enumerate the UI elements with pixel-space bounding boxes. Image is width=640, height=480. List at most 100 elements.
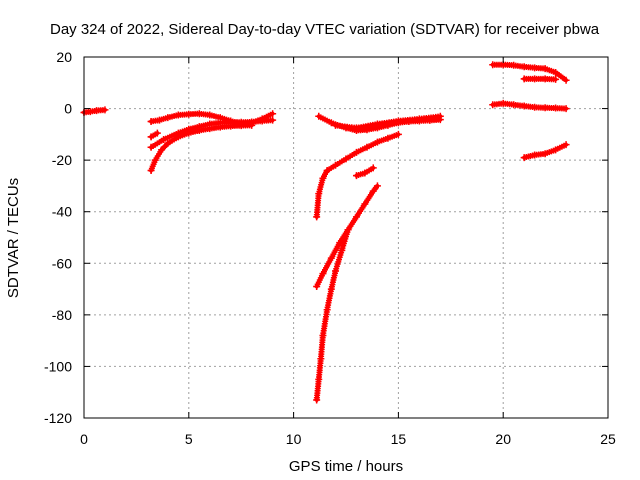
data-point — [174, 129, 182, 137]
plot-frame — [83, 56, 609, 419]
data-point — [552, 104, 560, 112]
data-point — [147, 143, 155, 151]
data-point — [373, 120, 381, 128]
data-point — [541, 104, 549, 112]
data-point — [338, 246, 346, 254]
y-tick-label: -40 — [52, 204, 72, 220]
data-point — [531, 75, 539, 83]
data-point — [436, 112, 444, 120]
grid — [84, 57, 608, 418]
data-point — [562, 105, 570, 113]
data-point — [531, 151, 539, 159]
tick-labels: 0 5 10 15 20 25 -120 -100 -80 -60 -40 -20 0 20 — [44, 49, 616, 447]
data-point — [361, 169, 369, 177]
y-tick-label: -20 — [52, 152, 72, 168]
data-point — [336, 239, 344, 247]
series-group — [80, 61, 570, 404]
data-point — [342, 155, 350, 163]
data-point — [93, 107, 101, 115]
data-point — [315, 375, 323, 383]
data-point — [269, 116, 277, 124]
data-point — [164, 139, 172, 147]
data-point — [216, 119, 224, 127]
data-point — [158, 146, 166, 154]
data-point — [541, 65, 549, 73]
data-point — [332, 267, 340, 275]
y-tick-label: 20 — [56, 49, 72, 65]
data-point — [352, 172, 360, 180]
data-point — [373, 138, 381, 146]
data-point — [174, 111, 182, 119]
series-arc-m — [489, 61, 570, 84]
data-point — [327, 119, 335, 127]
data-point — [352, 213, 360, 221]
data-point — [269, 110, 277, 118]
data-point — [319, 174, 327, 182]
data-point — [319, 331, 327, 339]
data-point — [147, 133, 155, 141]
data-point — [327, 254, 335, 262]
data-point — [237, 118, 245, 126]
data-point — [489, 61, 497, 69]
y-axis-title: SDTVAR / TECUs — [5, 178, 22, 298]
ticks — [83, 56, 609, 419]
chart-title: Day 324 of 2022, Sidereal Day-to-day VTE… — [50, 21, 600, 38]
data-point — [101, 106, 109, 114]
data-point — [541, 75, 549, 83]
data-point — [227, 118, 235, 126]
series-arc-h — [313, 182, 381, 290]
data-point — [520, 75, 528, 83]
data-point — [323, 306, 331, 314]
data-point — [541, 150, 549, 158]
x-tick-label: 25 — [600, 431, 616, 447]
data-point — [394, 130, 402, 138]
data-point — [155, 116, 163, 124]
data-point — [552, 75, 560, 83]
series-arc-n — [520, 75, 560, 83]
data-point — [258, 117, 266, 125]
data-point — [552, 68, 560, 76]
data-point — [315, 190, 323, 198]
data-point — [195, 110, 203, 118]
data-point — [384, 134, 392, 142]
data-point — [313, 282, 321, 290]
data-point — [344, 226, 352, 234]
data-point — [160, 136, 168, 144]
data-point — [562, 76, 570, 84]
data-point — [313, 213, 321, 221]
series-arc-k — [352, 164, 377, 180]
data-point — [147, 117, 155, 125]
x-tick-label: 5 — [185, 431, 193, 447]
data-point — [520, 63, 528, 71]
data-point — [248, 118, 256, 126]
data-point — [499, 99, 507, 107]
x-tick-label: 0 — [80, 431, 88, 447]
series-arc-l — [489, 99, 570, 113]
data-point — [352, 148, 360, 156]
series-arc-d — [147, 116, 277, 151]
data-point — [510, 101, 518, 109]
series-arc-j — [332, 112, 444, 132]
data-point — [313, 396, 321, 404]
y-tick-label: 0 — [64, 101, 72, 117]
data-point — [153, 129, 161, 137]
data-point — [185, 125, 193, 133]
data-point — [151, 156, 159, 164]
data-point — [319, 270, 327, 278]
data-point — [373, 182, 381, 190]
data-point — [489, 101, 497, 109]
y-tick-label: -60 — [52, 255, 72, 271]
data-point — [332, 121, 340, 129]
series-arc-f — [313, 130, 402, 221]
data-point — [510, 61, 518, 69]
data-point — [363, 143, 371, 151]
data-point — [352, 124, 360, 132]
data-point — [147, 166, 155, 174]
data-point — [206, 120, 214, 128]
data-point — [185, 110, 193, 118]
series-arc-e — [147, 129, 161, 141]
data-point — [164, 114, 172, 122]
y-tick-label: -80 — [52, 307, 72, 323]
